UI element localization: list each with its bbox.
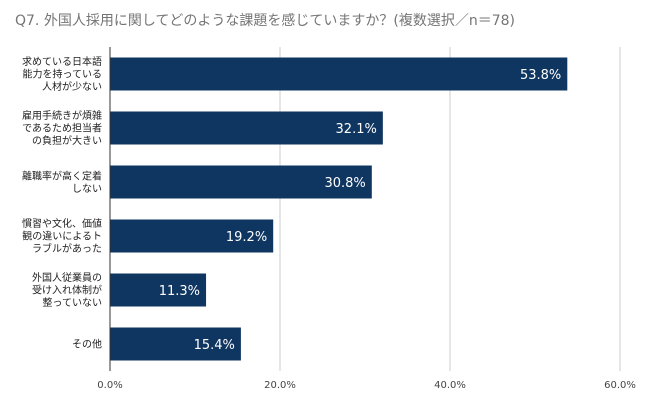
category-label: 離職率が高く定着しない [22,169,102,195]
x-axis-ticks: 0.0% 20.0% 40.0% 60.0% [97,380,636,391]
x-tick-label: 40.0% [434,380,466,391]
bar [110,273,207,307]
bar-value-label: 19.2% [226,230,267,245]
category-label: 外国人従業員の受け入れ体制が整っていない [32,271,102,309]
bar-value-label: 32.1% [336,122,377,137]
category-label: その他 [72,338,102,351]
bar [110,165,372,199]
x-tick-label: 60.0% [604,380,636,391]
category-label-line: 外国人従業員の [32,271,102,284]
bar-value-label: 15.4% [194,338,235,353]
category-label-line: ラブルがあった [32,242,102,255]
category-label: 雇用手続きが煩雑であるため担当者の負担が大きい [22,109,102,147]
category-label-line: 受け入れ体制が [32,284,102,297]
category-label-line: であるため担当者 [22,122,102,135]
category-label: 慣習や文化、価値観の違いによるトラブルがあった [22,217,102,255]
grid-lines [279,47,621,371]
x-tick-label: 20.0% [264,380,296,391]
category-label-line: の負担が大きい [32,134,102,147]
category-label-line: 雇用手続きが煩雑 [22,109,102,122]
category-label-line: 能力を持っている [23,68,103,81]
category-label-line: しない [72,183,102,195]
bar [110,57,568,91]
category-label-line: 観の違いによるト [22,230,102,243]
category-label-line: 離職率が高く定着 [22,169,102,182]
x-tick-label: 0.0% [97,380,122,391]
category-label-line: その他 [72,338,102,351]
category-label-line: 整っていない [43,296,103,309]
category-label-line: 慣習や文化、価値 [22,217,102,230]
category-label: 求めている日本語能力を持っている人材が少ない [22,55,102,93]
bars: 53.8% 32.1% 30.8% 19.2% 11.3% 15.4% [110,57,568,361]
category-label-line: 求めている日本語 [22,55,102,68]
category-label-line: 人材が少ない [42,80,102,93]
bar [110,111,383,145]
bar-value-label: 53.8% [520,68,561,83]
bar-value-label: 11.3% [159,284,200,299]
bar [110,327,241,361]
category-labels: 求めている日本語能力を持っている人材が少ない雇用手続きが煩雑であるため担当者の負… [22,55,102,351]
bar [110,219,274,253]
bar-value-label: 30.8% [324,176,365,191]
chart-title: Q7. 外国人採用に関してどのような課題を感じていますか？(複数選択／n＝78) [15,13,516,29]
